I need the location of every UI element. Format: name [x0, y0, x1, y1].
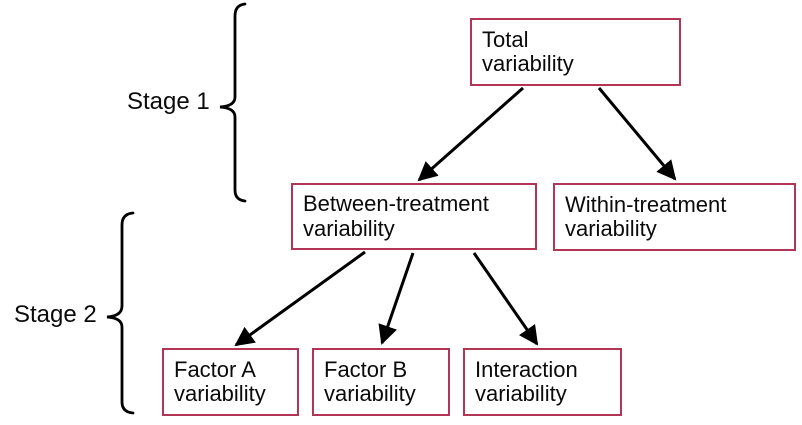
node-between-treatment-variability: Between-treatment variability — [291, 183, 537, 250]
stage2-brace — [106, 211, 135, 415]
arrow-total-to-between — [417, 86, 524, 182]
node-between-treatment-variability-label: Between-treatment variability — [303, 191, 489, 241]
node-within-treatment-variability: Within-treatment variability — [553, 183, 796, 251]
node-interaction-variability-label: Interaction variability — [475, 356, 578, 406]
node-total-variability-label: Total variability — [482, 26, 574, 76]
node-factor-b-variability-label: Factor B variability — [324, 356, 416, 406]
node-factor-a-variability: Factor A variability — [162, 348, 299, 416]
node-factor-a-variability-label: Factor A variability — [174, 356, 266, 406]
stage1-brace — [219, 2, 247, 203]
arrow-between-to-interaction — [472, 252, 539, 346]
node-interaction-variability: Interaction variability — [463, 348, 622, 416]
arrow-total-to-within — [597, 87, 677, 181]
stage-2-label: Stage 2 — [14, 301, 97, 328]
node-within-treatment-variability-label: Within-treatment variability — [565, 191, 727, 241]
node-total-variability: Total variability — [470, 18, 681, 86]
arrow-between-to-factor-b — [378, 252, 415, 345]
stage-1-label: Stage 1 — [127, 88, 210, 115]
node-factor-b-variability: Factor B variability — [312, 348, 450, 416]
arrow-between-to-factor-a — [234, 250, 366, 347]
